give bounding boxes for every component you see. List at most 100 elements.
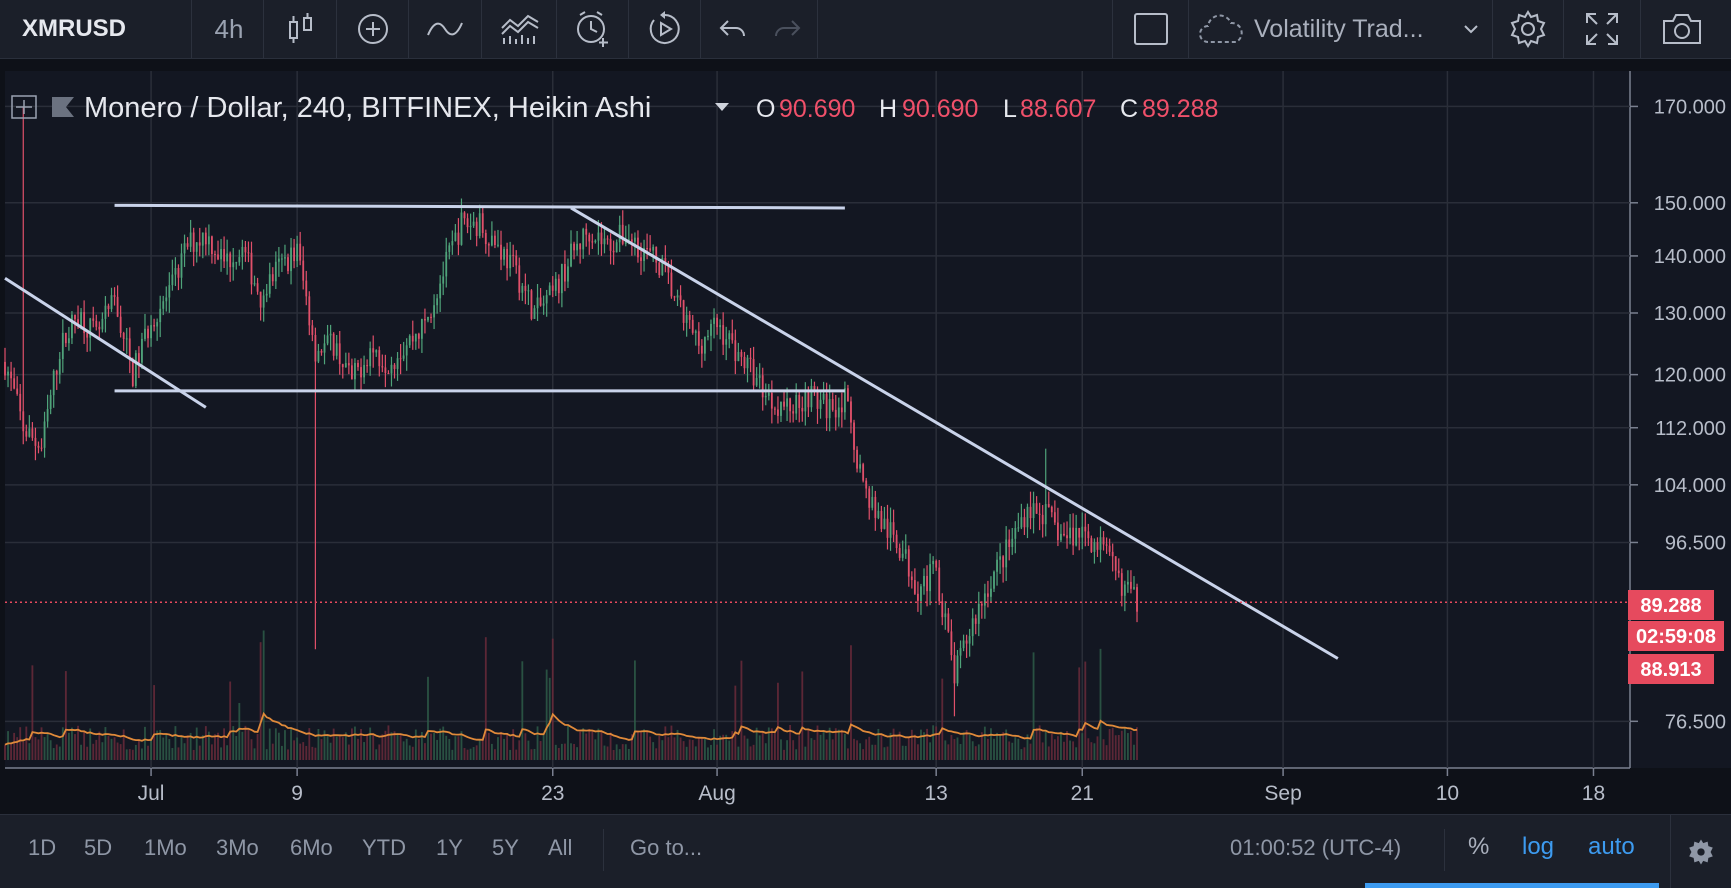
volume-bar — [865, 739, 868, 760]
volume-bar — [1066, 731, 1068, 760]
layout-button[interactable] — [1114, 0, 1188, 58]
candle-body — [31, 428, 34, 438]
legend-title[interactable]: Monero / Dollar, 240, BITFINEX, Heikin A… — [84, 92, 651, 124]
volume-bar — [1075, 747, 1078, 760]
redo-button[interactable] — [758, 0, 816, 58]
undo-button[interactable] — [704, 0, 762, 58]
alert-button[interactable] — [558, 0, 628, 58]
candle-body — [262, 295, 265, 308]
fullscreen-button[interactable] — [1566, 0, 1638, 58]
settings-button[interactable] — [1494, 0, 1562, 58]
candle-body — [859, 464, 862, 469]
price-chart[interactable]: 170.000 150.000 140.000 130.000 120.000 112.0… — [0, 68, 1731, 814]
volume-bar — [293, 740, 296, 760]
volume-bar — [1069, 740, 1071, 760]
candle-body — [1123, 584, 1126, 596]
volume-bar — [232, 726, 235, 760]
range-button-all[interactable]: All — [548, 835, 573, 860]
candle-body — [22, 411, 25, 432]
range-button-1d[interactable]: 1D — [28, 835, 57, 860]
candle-body — [1023, 517, 1026, 528]
layout-dropdown-button[interactable] — [1456, 0, 1486, 58]
range-button-1y[interactable]: 1Y — [436, 835, 463, 860]
candle-body — [16, 388, 19, 394]
volume-bar — [509, 749, 512, 760]
candle-body — [323, 343, 326, 353]
percent-scale-toggle[interactable]: % — [1468, 833, 1490, 860]
candle-body — [472, 221, 475, 226]
chart-layout-name[interactable]: Volatility Trad... — [1254, 14, 1424, 43]
candle-body — [938, 567, 941, 602]
volume-bar — [147, 745, 149, 760]
volume-bar — [667, 737, 670, 760]
log-scale-toggle[interactable]: log — [1522, 833, 1555, 860]
trendline[interactable] — [570, 206, 1339, 660]
volume-bar — [296, 737, 299, 760]
volume-bar — [585, 733, 588, 760]
auto-scale-toggle[interactable]: auto — [1588, 833, 1635, 860]
candle-body — [1075, 527, 1078, 546]
go-to-date-button[interactable]: Go to... — [630, 835, 703, 860]
volume-bar — [630, 734, 633, 760]
volume-bar — [253, 748, 256, 760]
candle-body — [853, 422, 855, 450]
candle-body — [268, 274, 271, 294]
volume-bar — [1041, 742, 1044, 760]
legend-dropdown-icon[interactable] — [715, 103, 729, 111]
range-button-3mo[interactable]: 3Mo — [216, 835, 259, 860]
candle-body — [326, 335, 329, 344]
replay-button[interactable] — [630, 0, 700, 58]
volume-bar — [920, 729, 922, 760]
candle-body — [232, 262, 235, 268]
volume-bar — [168, 739, 171, 760]
range-button-5y[interactable]: 5Y — [492, 835, 519, 860]
volume-bar — [34, 737, 37, 760]
candle-body — [990, 588, 992, 597]
chart-style-button[interactable] — [266, 0, 336, 58]
trendline[interactable] — [4, 276, 207, 409]
volume-bar — [968, 734, 971, 760]
volume-bar — [670, 725, 673, 760]
toolbar-divider — [556, 0, 557, 58]
volume-bar — [770, 728, 773, 760]
volume-bar — [740, 660, 743, 760]
symbol-search-button[interactable]: XMRUSD — [22, 15, 127, 42]
collapse-legend-icon[interactable] — [11, 95, 37, 119]
volume-bar — [211, 744, 213, 760]
range-button-6mo[interactable]: 6Mo — [290, 835, 333, 860]
volume-bar — [716, 744, 718, 760]
candle-body — [892, 522, 895, 535]
screenshot-button[interactable] — [1642, 0, 1722, 58]
chart-properties-button[interactable] — [1670, 815, 1731, 888]
volume-bar — [165, 734, 168, 760]
chart-area[interactable]: 170.000 150.000 140.000 130.000 120.000 112.0… — [0, 68, 1731, 814]
volume-bar — [350, 728, 353, 760]
range-button-5d[interactable]: 5D — [84, 835, 113, 860]
volume-bar — [761, 732, 764, 760]
scroll-indicator[interactable] — [1365, 883, 1659, 888]
compare-button[interactable] — [410, 0, 480, 58]
volume-bar — [214, 734, 216, 760]
indicators-button[interactable] — [484, 0, 556, 58]
volume-bar — [889, 732, 892, 760]
volume-bar — [265, 749, 268, 760]
volume-bar — [347, 744, 350, 760]
range-button-ytd[interactable]: YTD — [362, 835, 406, 860]
candle-body — [1014, 528, 1017, 539]
y-tick-label: 130.000 — [1654, 303, 1726, 325]
candle-body — [168, 285, 171, 298]
trendline[interactable] — [114, 203, 845, 210]
candle-body — [883, 518, 886, 529]
add-indicator-button[interactable] — [338, 0, 408, 58]
cloud-save-button[interactable] — [1198, 0, 1246, 58]
candle-body — [427, 316, 429, 321]
range-button-1mo[interactable]: 1Mo — [144, 835, 187, 860]
volume-bar — [13, 732, 16, 760]
candle-body — [895, 534, 898, 549]
interval-button[interactable]: 4h — [214, 13, 244, 44]
candle-body — [360, 367, 362, 378]
volume-bar — [250, 739, 253, 760]
timezone-clock[interactable]: 01:00:52 (UTC-4) — [1230, 835, 1402, 860]
price-axis[interactable] — [1630, 71, 1731, 768]
volume-bar — [338, 735, 341, 760]
